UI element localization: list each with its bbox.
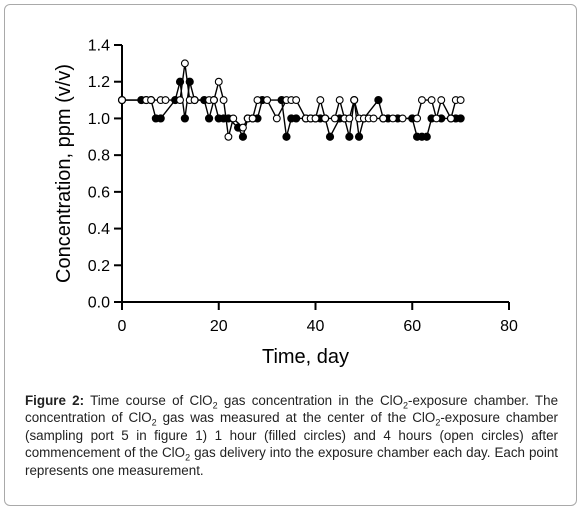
caption-subscript: 2 bbox=[435, 418, 441, 429]
x-tick-label: 60 bbox=[403, 318, 421, 335]
filled-point bbox=[156, 114, 165, 123]
figure-frame bbox=[4, 4, 577, 506]
open-point bbox=[369, 114, 378, 123]
open-point bbox=[345, 114, 354, 123]
open-point bbox=[417, 96, 426, 105]
open-point bbox=[447, 114, 455, 123]
x-tick-label: 20 bbox=[210, 318, 228, 335]
open-point bbox=[118, 96, 126, 105]
y-tick-label: 1.0 bbox=[88, 111, 110, 128]
x-tick-label: 0 bbox=[118, 318, 127, 335]
open-point bbox=[321, 114, 330, 123]
caption-text: Time course of ClO bbox=[84, 393, 213, 408]
y-tick-label: 1.4 bbox=[88, 38, 110, 55]
open-point bbox=[209, 96, 218, 105]
x-tick-label: 80 bbox=[500, 318, 518, 335]
open-point bbox=[161, 96, 170, 105]
open-point bbox=[316, 96, 325, 105]
open-point bbox=[180, 59, 189, 68]
open-point bbox=[330, 114, 339, 123]
series-points bbox=[117, 59, 465, 141]
y-tick-label: 0.0 bbox=[88, 295, 110, 312]
caption-label: Figure 2: bbox=[25, 393, 85, 408]
filled-point bbox=[456, 114, 465, 123]
open-point bbox=[238, 123, 247, 132]
filled-point bbox=[325, 132, 335, 141]
filled-point bbox=[422, 132, 431, 141]
open-point bbox=[219, 96, 228, 105]
open-point bbox=[350, 96, 359, 105]
open-point bbox=[398, 114, 407, 123]
open-point bbox=[190, 96, 199, 105]
filled-point bbox=[345, 132, 354, 141]
open-point bbox=[147, 96, 155, 105]
y-tick-label: 0.4 bbox=[88, 221, 110, 238]
x-axis-title: Time, day bbox=[262, 346, 349, 368]
chart-axes: 0.0 0.2 0.4 0.6 0.8 1.0 1.2 1.4 0 20 40 60 80 bbox=[88, 38, 518, 336]
open-point bbox=[388, 114, 397, 123]
filled-point bbox=[354, 132, 364, 141]
open-point bbox=[379, 114, 388, 123]
caption-subscript: 2 bbox=[151, 418, 157, 429]
caption-subscript: 2 bbox=[403, 400, 409, 411]
open-point bbox=[432, 114, 441, 123]
filled-point bbox=[238, 132, 248, 141]
filled-point bbox=[374, 95, 383, 105]
y-tick-label: 0.2 bbox=[88, 258, 110, 275]
filled-point bbox=[292, 114, 301, 123]
caption-text: gas concentration in the ClO bbox=[217, 393, 404, 408]
figure-caption: Figure 2: Time course of ClO2 gas concen… bbox=[25, 392, 558, 479]
open-point bbox=[335, 96, 344, 105]
y-tick-label: 1.2 bbox=[88, 74, 110, 91]
open-point bbox=[311, 114, 320, 123]
filled-point bbox=[185, 77, 194, 86]
y-axis-title: Concentration, ppm (v/v) bbox=[53, 64, 75, 283]
open-point bbox=[229, 114, 238, 123]
open-point bbox=[292, 96, 301, 105]
open-point bbox=[224, 132, 233, 141]
filled-point bbox=[204, 114, 214, 123]
caption-text: gas delivery into the exposure chamber e… bbox=[25, 445, 559, 478]
filled-point bbox=[180, 114, 189, 123]
open-point bbox=[437, 96, 446, 105]
y-tick-label: 0.8 bbox=[88, 148, 110, 165]
open-point bbox=[176, 96, 185, 105]
filled-point bbox=[282, 132, 291, 141]
open-point bbox=[248, 114, 257, 123]
filled-point bbox=[175, 77, 185, 86]
caption-text: gas was measured at the center of the Cl… bbox=[156, 410, 436, 426]
open-point bbox=[413, 114, 422, 123]
open-point bbox=[214, 77, 223, 86]
open-point bbox=[263, 96, 272, 105]
caption-text: -exposure chamber (sampling port 5 in fi… bbox=[25, 410, 558, 461]
open-point bbox=[272, 114, 281, 123]
open-point bbox=[456, 96, 465, 105]
concentration-chart: 0.0 0.2 0.4 0.6 0.8 1.0 1.2 1.4 0 20 40 60 80 Time, … bbox=[53, 38, 518, 369]
series-line-0 bbox=[122, 81, 461, 139]
y-tick-label: 0.6 bbox=[88, 184, 110, 201]
caption-text: -exposure chamber. The concentration of … bbox=[25, 393, 559, 426]
caption-subscript: 2 bbox=[212, 400, 218, 411]
x-tick-label: 40 bbox=[307, 318, 325, 335]
caption-subscript: 2 bbox=[185, 452, 191, 463]
open-point bbox=[253, 96, 262, 105]
open-point bbox=[427, 96, 436, 105]
